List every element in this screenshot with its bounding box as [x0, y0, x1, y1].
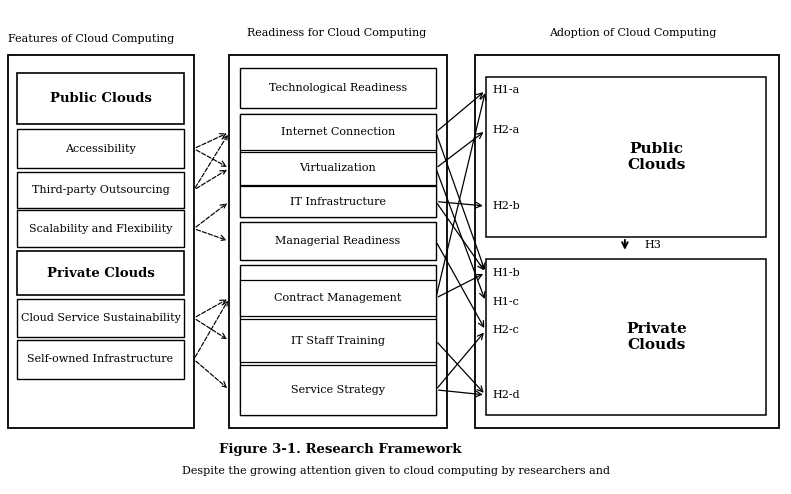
Text: H2-a: H2-a	[492, 125, 519, 135]
Bar	[486, 77, 766, 237]
Text: Technological Readiness: Technological Readiness	[269, 83, 407, 93]
Text: Contract Management: Contract Management	[274, 293, 402, 303]
Text: Scalability and Flexibility: Scalability and Flexibility	[28, 224, 172, 234]
Text: Private
Clouds: Private Clouds	[626, 322, 687, 352]
Bar	[240, 114, 436, 150]
Text: Accessibility: Accessibility	[65, 144, 136, 154]
Text: H1-b: H1-b	[492, 268, 520, 278]
Text: Features of Cloud Computing: Features of Cloud Computing	[8, 34, 174, 44]
Text: IT Infrastructure: IT Infrastructure	[290, 197, 386, 206]
Bar	[240, 68, 436, 108]
Text: Public Clouds: Public Clouds	[50, 92, 151, 105]
Bar	[17, 299, 184, 337]
Text: Public
Clouds: Public Clouds	[627, 142, 686, 172]
Text: H1-a: H1-a	[492, 85, 519, 95]
Bar	[17, 73, 184, 124]
Bar	[240, 152, 436, 185]
Text: Cloud Service Sustainability: Cloud Service Sustainability	[21, 313, 180, 323]
Bar	[8, 55, 194, 428]
Text: H2-b: H2-b	[492, 201, 520, 211]
Text: H2-d: H2-d	[492, 390, 520, 400]
Text: H1-c: H1-c	[492, 296, 519, 307]
Text: Third-party Outsourcing: Third-party Outsourcing	[32, 185, 169, 195]
Bar	[229, 55, 447, 428]
Text: Self-owned Infrastructure: Self-owned Infrastructure	[28, 354, 173, 365]
Bar	[240, 365, 436, 415]
Bar	[475, 55, 779, 428]
Bar	[240, 319, 436, 363]
Text: Managerial Readiness: Managerial Readiness	[275, 236, 400, 246]
Bar	[17, 251, 184, 295]
Bar	[240, 114, 436, 217]
Text: Adoption of Cloud Computing: Adoption of Cloud Computing	[549, 29, 717, 39]
Text: H2-c: H2-c	[492, 326, 519, 335]
Text: Private Clouds: Private Clouds	[47, 267, 154, 280]
Text: Internet Connection: Internet Connection	[281, 127, 395, 137]
Text: Virtualization: Virtualization	[299, 163, 377, 173]
Bar	[240, 280, 436, 316]
Bar	[486, 259, 766, 415]
Text: Despite the growing attention given to cloud computing by researchers and: Despite the growing attention given to c…	[181, 465, 610, 476]
Bar	[240, 265, 436, 415]
Text: Readiness for Cloud Computing: Readiness for Cloud Computing	[247, 29, 426, 39]
Text: Service Strategy: Service Strategy	[291, 385, 384, 395]
Bar	[240, 186, 436, 217]
Bar	[240, 222, 436, 260]
Bar	[17, 340, 184, 378]
Text: H3: H3	[645, 240, 661, 249]
Bar	[17, 129, 184, 168]
Bar	[17, 210, 184, 247]
Text: Figure 3-1. Research Framework: Figure 3-1. Research Framework	[219, 443, 461, 456]
Text: IT Staff Training: IT Staff Training	[291, 336, 384, 346]
Bar	[17, 172, 184, 208]
